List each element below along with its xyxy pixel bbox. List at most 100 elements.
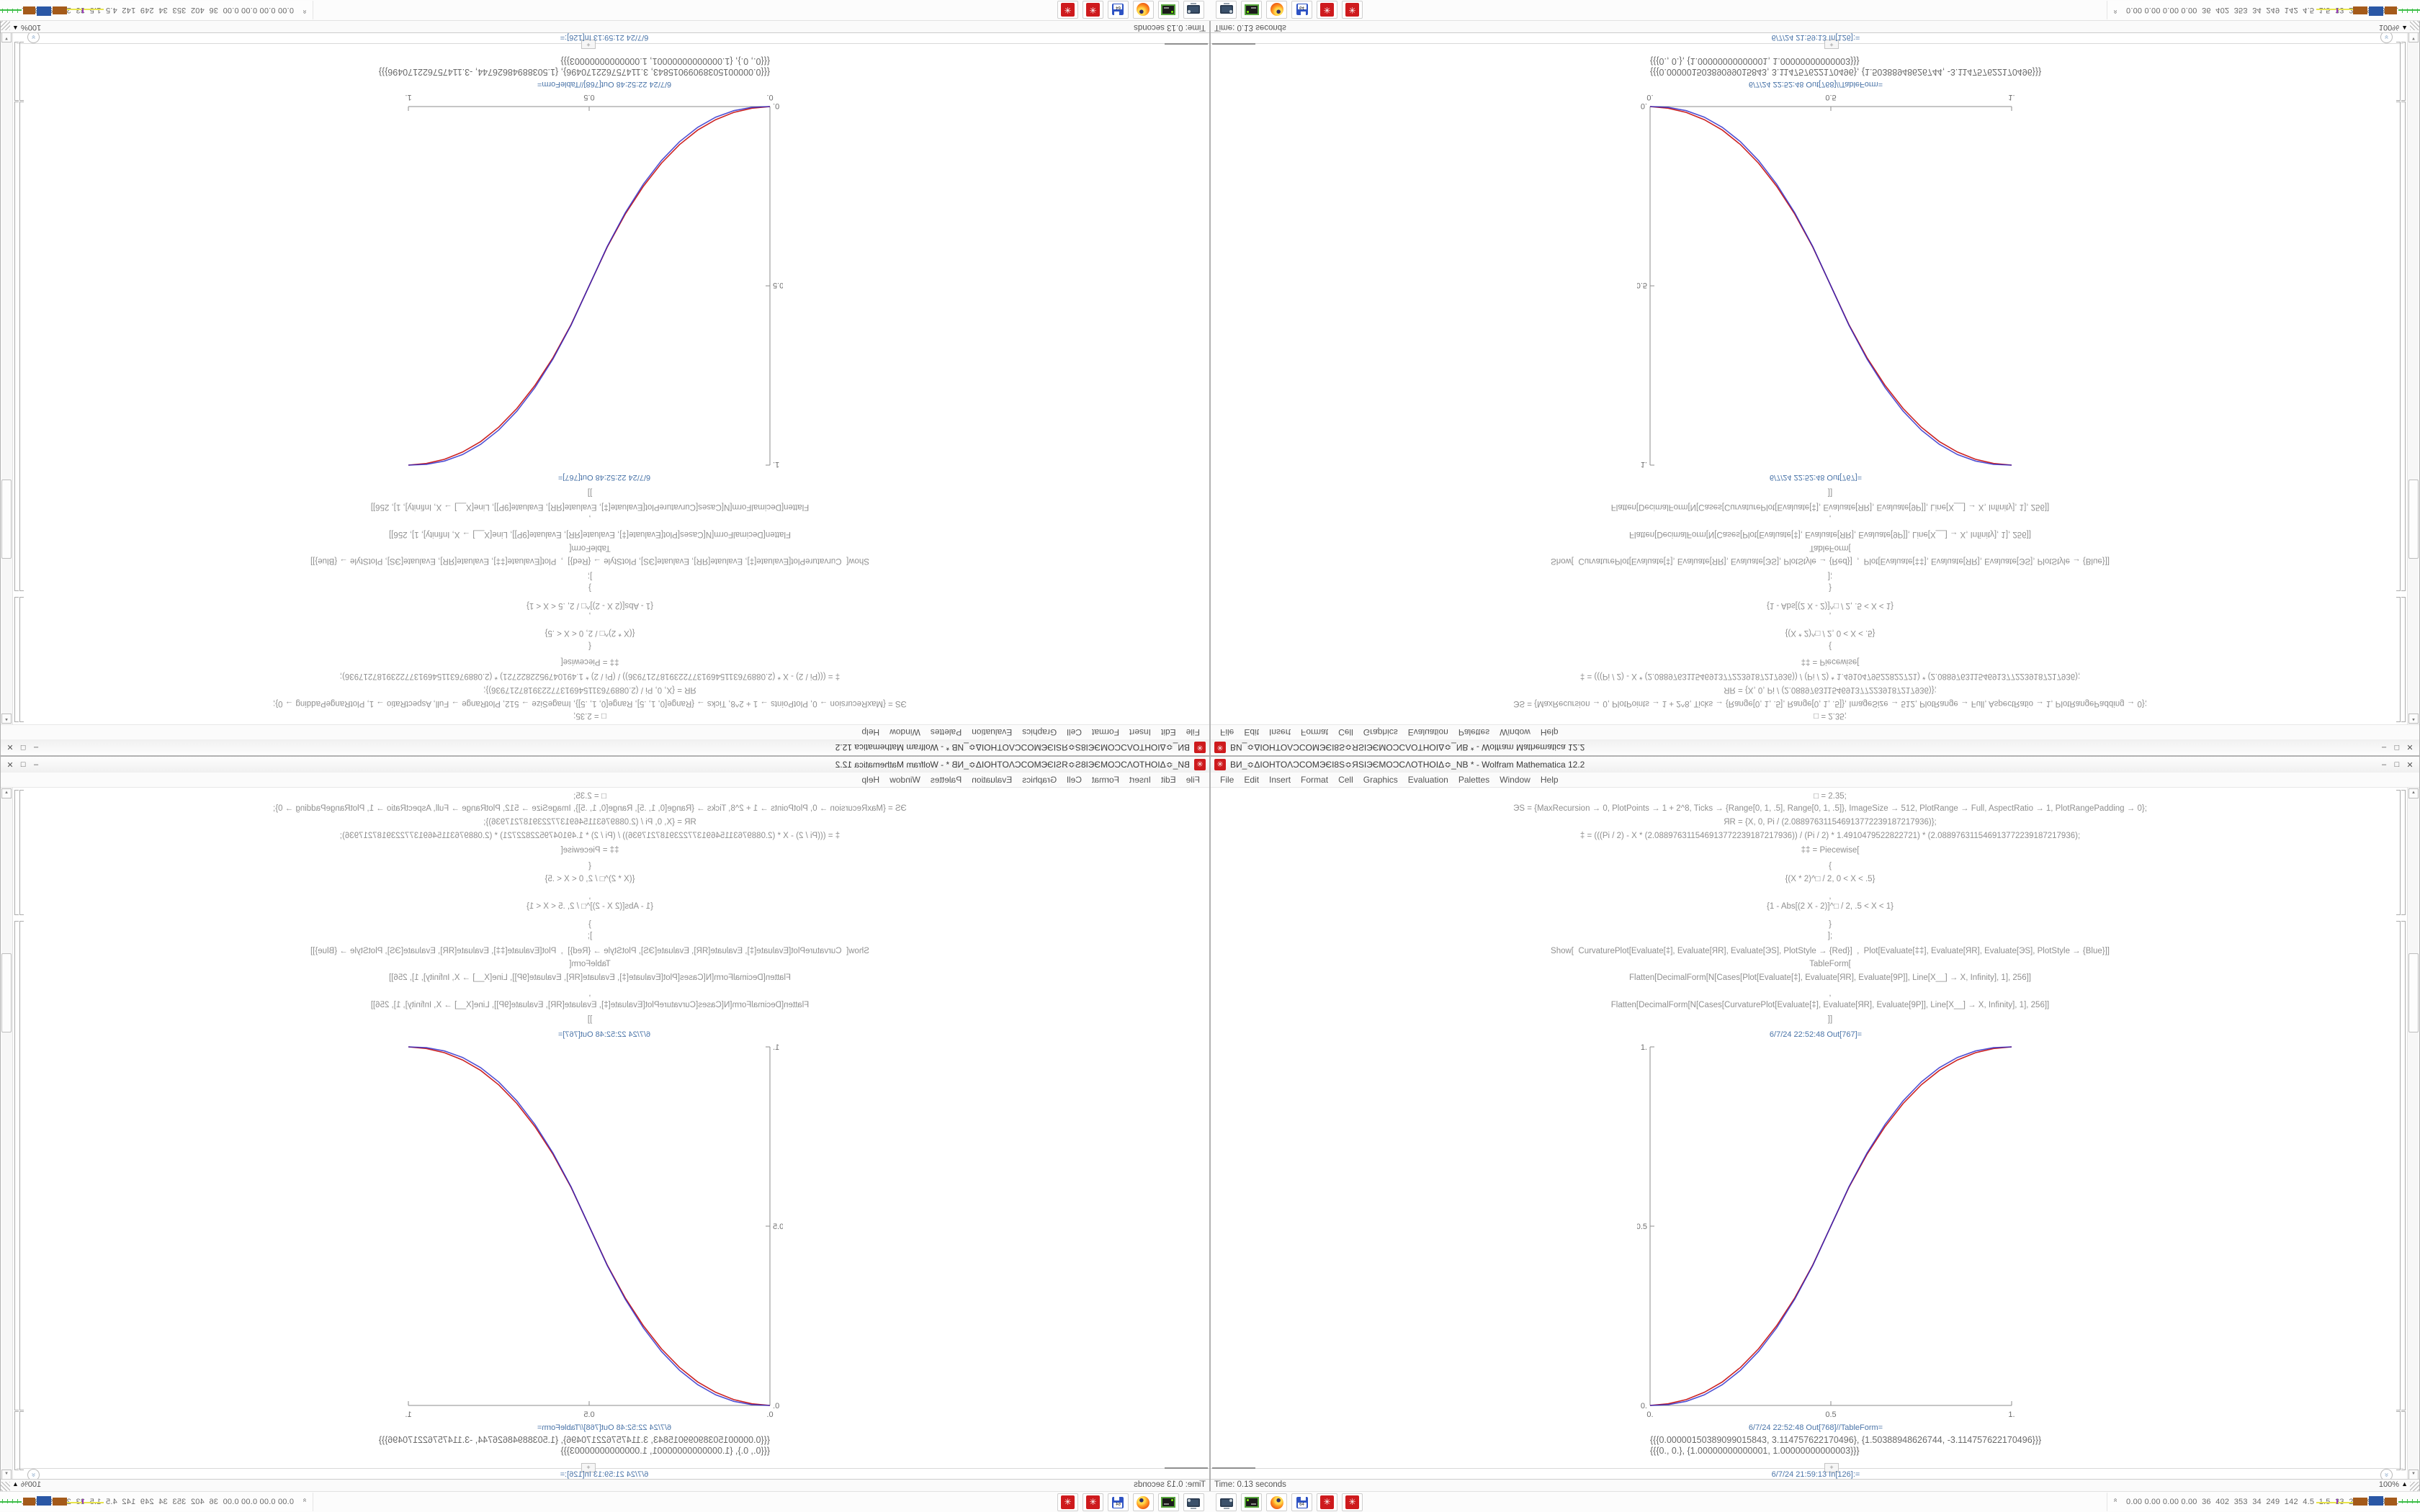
cell-insertion-line[interactable] xyxy=(17,1468,1209,1469)
floppy-64-button[interactable]: 64 xyxy=(1291,1,1312,19)
menu-item-insert[interactable]: Insert xyxy=(1129,775,1151,785)
code-line[interactable]: TableForm[ xyxy=(569,960,611,968)
code-line[interactable]: ЭS = {MaxRecursion → 0, PlotPoints → 1 +… xyxy=(273,699,907,708)
code-line[interactable]: , xyxy=(588,989,591,998)
firefox-button[interactable] xyxy=(1266,1,1287,19)
menu-item-evaluation[interactable]: Evaluation xyxy=(972,775,1013,785)
maximize-button[interactable]: □ xyxy=(20,743,26,752)
code-line[interactable]: { xyxy=(588,642,591,650)
menu-item-graphics[interactable]: Graphics xyxy=(1022,727,1057,737)
disk-drive-button[interactable] xyxy=(1241,1493,1262,1511)
menu-item-palettes[interactable]: Palettes xyxy=(930,775,962,785)
maximize-button[interactable]: □ xyxy=(2394,760,2400,769)
cell-group-bracket[interactable] xyxy=(14,102,19,591)
close-button[interactable]: ✕ xyxy=(2406,760,2414,770)
cell-bracket[interactable] xyxy=(2396,1411,2401,1470)
close-button[interactable]: ✕ xyxy=(6,760,14,770)
magnification-arrow-icon[interactable]: ▲ xyxy=(2401,1480,2408,1488)
firefox-button[interactable] xyxy=(1133,1493,1154,1511)
code-line[interactable]: Flatten[DecimalForm[N[Cases[Plot[Evaluat… xyxy=(389,973,792,982)
scrollbar-down-icon[interactable]: ▼ xyxy=(2408,32,2419,42)
vertical-scrollbar[interactable]: ▲ ▼ xyxy=(1,788,13,1481)
code-line[interactable]: ‡ = (((Pi / 2) - X * (2.0889763115469137… xyxy=(1579,672,2081,680)
menu-item-file[interactable]: File xyxy=(1220,727,1234,737)
maximize-button[interactable]: □ xyxy=(2394,743,2400,752)
code-line[interactable]: , xyxy=(1829,892,1832,901)
close-button[interactable]: ✕ xyxy=(2406,742,2414,752)
cell-group-bracket[interactable] xyxy=(14,1411,19,1470)
menu-item-help[interactable]: Help xyxy=(1540,727,1559,737)
resize-grip[interactable] xyxy=(2410,21,2419,30)
mathematica-button-2[interactable] xyxy=(1057,1,1078,19)
code-line[interactable]: {(X * 2)^□ / 2, 0 < X < .5} xyxy=(1785,629,1876,637)
code-line[interactable]: , xyxy=(1829,514,1832,523)
menu-item-file[interactable]: File xyxy=(1186,727,1200,737)
code-line[interactable]: , xyxy=(1829,611,1832,620)
code-line[interactable]: ]] xyxy=(1827,488,1833,497)
code-line[interactable]: ЭS = {MaxRecursion → 0, PlotPoints → 1 +… xyxy=(273,804,907,813)
display-settings-button[interactable] xyxy=(1216,1493,1237,1511)
output-line[interactable]: {{{0.00000150389099015843, 3.11475762217… xyxy=(378,1435,770,1445)
code-line[interactable]: {1 - Abs[(2 X - 2)]^□ / 2, .5 < X < 1} xyxy=(526,601,653,610)
code-line[interactable]: {(X * 2)^□ / 2, 0 < X < .5} xyxy=(544,875,635,883)
firefox-button[interactable] xyxy=(1133,1,1154,19)
resize-grip[interactable] xyxy=(1,1482,10,1491)
code-line[interactable]: Flatten[DecimalForm[N[Cases[CurvaturePlo… xyxy=(1610,1001,2050,1009)
menu-item-help[interactable]: Help xyxy=(1540,775,1559,785)
code-line[interactable]: } xyxy=(588,583,591,592)
vertical-scrollbar[interactable]: ▲ ▼ xyxy=(2407,788,2419,1481)
menu-item-insert[interactable]: Insert xyxy=(1129,727,1151,737)
maximize-button[interactable]: □ xyxy=(20,760,26,769)
code-line[interactable]: Show[ CurvaturePlot[Evaluate[‡], Evaluat… xyxy=(310,947,869,955)
cell-bracket[interactable] xyxy=(2396,42,2401,101)
zoom-level[interactable]: 100% xyxy=(2378,1480,2399,1489)
window-titlebar[interactable]: ВИ_≎ΔIOHTOΛϽCOMЭЄI8S≎ЯSIЭЄMOϽCΛOTHOIΔ≎_N… xyxy=(1211,739,2419,755)
mathematica-button-2[interactable] xyxy=(1057,1493,1078,1511)
code-line[interactable]: Show[ CurvaturePlot[Evaluate[‡], Evaluat… xyxy=(1551,947,2110,955)
menu-item-cell[interactable]: Cell xyxy=(1067,775,1082,785)
menu-item-palettes[interactable]: Palettes xyxy=(1458,727,1490,737)
menu-item-edit[interactable]: Edit xyxy=(1160,775,1176,785)
menu-item-file[interactable]: File xyxy=(1186,775,1200,785)
code-line[interactable]: { xyxy=(588,862,591,870)
code-line[interactable]: {(X * 2)^□ / 2, 0 < X < .5} xyxy=(544,629,635,637)
code-line[interactable]: } xyxy=(1829,920,1832,929)
menu-item-window[interactable]: Window xyxy=(1500,775,1531,785)
code-line[interactable]: ЭS = {MaxRecursion → 0, PlotPoints → 1 +… xyxy=(1513,699,2147,708)
code-line[interactable]: { xyxy=(1829,862,1832,870)
menu-item-evaluation[interactable]: Evaluation xyxy=(972,727,1013,737)
floppy-64-button[interactable]: 64 xyxy=(1291,1493,1312,1511)
mathematica-button-1[interactable] xyxy=(1317,1493,1337,1511)
code-line[interactable]: ]] xyxy=(1827,1015,1833,1024)
mathematica-button-1[interactable] xyxy=(1083,1493,1103,1511)
cell-group-bracket[interactable] xyxy=(2401,1411,2406,1470)
code-line[interactable]: ]; xyxy=(587,932,593,940)
menu-item-help[interactable]: Help xyxy=(861,727,880,737)
cell-bracket[interactable] xyxy=(2396,102,2401,591)
cell-bracket[interactable] xyxy=(19,597,24,722)
cell-bracket[interactable] xyxy=(19,42,24,101)
code-line[interactable]: ЯR = {X, 0, Pi / (2.08897631154691377223… xyxy=(1724,685,1937,694)
zoom-level[interactable]: 100% xyxy=(21,23,42,32)
code-line[interactable]: □ = 2.35; xyxy=(1814,711,1847,720)
magnification-arrow-icon[interactable]: ▲ xyxy=(12,1480,19,1488)
code-line[interactable]: ]; xyxy=(1827,572,1833,580)
cell-group-bracket[interactable] xyxy=(14,597,19,722)
code-line[interactable]: Show[ CurvaturePlot[Evaluate[‡], Evaluat… xyxy=(310,557,869,565)
menu-item-window[interactable]: Window xyxy=(889,727,920,737)
floppy-64-button[interactable]: 64 xyxy=(1108,1,1129,19)
scrollbar-down-icon[interactable]: ▼ xyxy=(1,1470,12,1480)
cell-insertion-line[interactable] xyxy=(1211,1468,2403,1469)
cell-insertion-line[interactable] xyxy=(1211,43,2403,44)
window-titlebar[interactable]: ВИ_≎ΔIOHTOΛϽCOMЭЄI8S≎ЯSIЭЄMOϽCΛOTHOIΔ≎_N… xyxy=(1,739,1209,755)
menu-item-format[interactable]: Format xyxy=(1301,727,1329,737)
menu-item-help[interactable]: Help xyxy=(861,775,880,785)
code-line[interactable]: {(X * 2)^□ / 2, 0 < X < .5} xyxy=(1785,875,1876,883)
cell-bracket[interactable] xyxy=(2396,597,2401,722)
cell-group-bracket[interactable] xyxy=(2401,42,2406,101)
tray-expand-icon[interactable]: » xyxy=(2111,9,2120,14)
display-settings-button[interactable] xyxy=(1183,1493,1204,1511)
menu-item-format[interactable]: Format xyxy=(1301,775,1329,785)
scrollbar-thumb[interactable] xyxy=(2408,480,2419,559)
mathematica-button-1[interactable] xyxy=(1317,1,1337,19)
